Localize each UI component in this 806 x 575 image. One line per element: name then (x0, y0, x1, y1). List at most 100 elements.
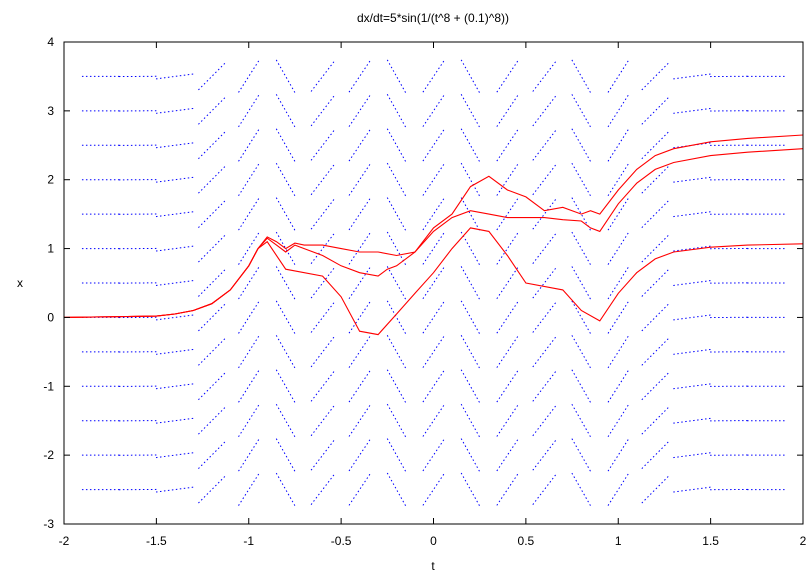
solution-curves (63, 134, 804, 336)
direction-segment (673, 245, 712, 252)
direction-segment (532, 302, 557, 333)
direction-segment (348, 335, 371, 368)
direction-segment (155, 245, 194, 252)
direction-segment (641, 97, 669, 125)
direction-segment (641, 372, 669, 401)
direction-segment (532, 129, 557, 161)
direction-segment (641, 338, 669, 366)
direction-field (81, 59, 786, 507)
direction-segment (571, 128, 592, 163)
y-tick-label: 0 (47, 310, 54, 324)
direction-segment (238, 60, 260, 93)
direction-segment (607, 60, 629, 93)
direction-segment (155, 107, 194, 114)
direction-segment (310, 164, 335, 196)
direction-segment (496, 129, 519, 162)
direction-segment (673, 107, 712, 114)
direction-segment (460, 94, 481, 128)
direction-segment (641, 406, 669, 435)
direction-segment (155, 417, 194, 424)
direction-segment (460, 59, 481, 94)
direction-segment (571, 369, 592, 404)
direction-segment (386, 197, 407, 231)
direction-segment (386, 162, 407, 197)
direction-segment (641, 131, 669, 160)
direction-segment (460, 472, 481, 507)
direction-segment (275, 197, 296, 231)
direction-segment (571, 300, 592, 335)
direction-segment (607, 404, 629, 437)
direction-segment (198, 200, 226, 228)
direction-segment (422, 473, 445, 506)
direction-segment (310, 370, 335, 402)
direction-segment (386, 300, 407, 335)
direction-segment (673, 452, 712, 459)
direction-segment (496, 473, 519, 506)
direction-segment (496, 60, 519, 93)
direction-segment (607, 335, 629, 369)
direction-segment (238, 163, 260, 196)
direction-segment (422, 439, 445, 472)
direction-segment (641, 234, 669, 263)
direction-segment (571, 472, 592, 507)
direction-segment (198, 131, 226, 160)
x-axis: -2 -1.5 -1 -0.5 0 0.5 1 1.5 2 (59, 42, 806, 548)
direction-segment (310, 61, 335, 92)
direction-segment (532, 405, 557, 437)
y-tick-label: -2 (43, 448, 54, 462)
direction-segment (198, 62, 226, 91)
direction-segment (310, 95, 335, 127)
direction-segment (641, 441, 669, 469)
direction-segment (155, 280, 194, 286)
direction-segment (238, 232, 260, 265)
y-axis-label: x (17, 276, 23, 290)
direction-segment (238, 129, 260, 162)
direction-segment (460, 335, 481, 369)
direction-segment (496, 370, 519, 403)
direction-segment (386, 128, 407, 163)
direction-segment (155, 486, 194, 493)
direction-segment (275, 369, 296, 404)
direction-segment (422, 370, 445, 403)
x-tick-label: 0 (430, 534, 437, 548)
direction-segment (532, 164, 557, 196)
direction-segment (532, 233, 557, 264)
direction-segment (275, 438, 296, 472)
direction-segment (422, 94, 445, 127)
direction-segment (673, 314, 712, 321)
y-tick-label: 3 (47, 104, 54, 118)
direction-segment (348, 60, 371, 93)
direction-segment (275, 472, 296, 507)
direction-segment (641, 62, 669, 91)
direction-segment (310, 405, 335, 437)
direction-segment (607, 473, 629, 506)
direction-segment (532, 439, 557, 471)
direction-segment (275, 162, 296, 197)
direction-segment (386, 59, 407, 94)
direction-segment (641, 303, 669, 332)
chart-title: dx/dt=5*sin(1/(t^8 + (0.1)^8)) (357, 11, 509, 25)
direction-segment (275, 94, 296, 128)
direction-segment (460, 231, 481, 266)
x-tick-label: 2 (800, 534, 806, 548)
direction-segment (198, 269, 226, 297)
direction-segment (422, 163, 445, 196)
direction-segment (496, 439, 519, 472)
direction-segment (673, 383, 712, 390)
direction-segment (422, 335, 445, 368)
direction-segment (310, 233, 335, 264)
direction-segment (532, 474, 557, 505)
direction-segment (386, 231, 407, 266)
direction-segment (460, 162, 481, 197)
direction-segment (155, 348, 194, 355)
y-axis: -3 -2 -1 0 1 2 3 4 (43, 35, 803, 531)
y-tick-label: 1 (47, 242, 54, 256)
direction-segment (532, 95, 557, 127)
direction-segment (571, 335, 592, 369)
direction-segment (460, 128, 481, 163)
direction-segment (607, 232, 629, 265)
direction-segment (275, 59, 296, 94)
direction-segment (386, 266, 407, 300)
direction-segment (386, 94, 407, 128)
